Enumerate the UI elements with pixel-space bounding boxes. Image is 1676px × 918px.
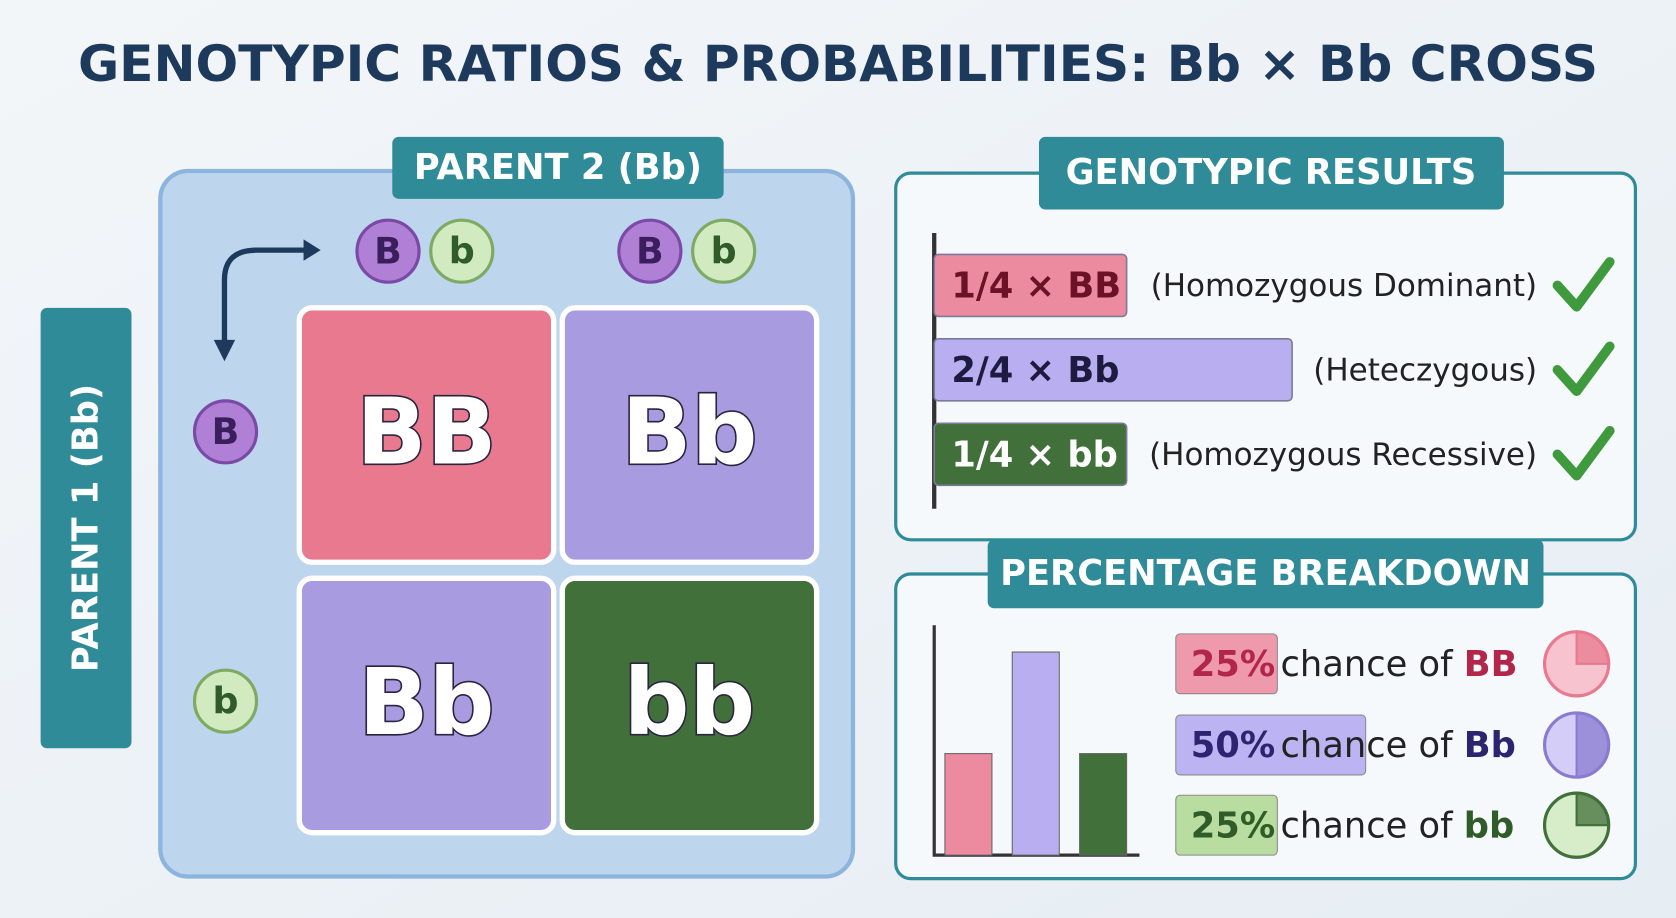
space [1453, 805, 1464, 846]
results-header [1038, 136, 1504, 210]
arrow-head [303, 239, 321, 261]
allele-circle [691, 218, 757, 284]
ratio-bar [933, 338, 1293, 402]
arrow [221, 247, 310, 355]
percent-box [1175, 794, 1278, 856]
ratio-description: (Homozygous Recessive) [1149, 437, 1537, 473]
allele-label: b [213, 679, 239, 722]
chance-text: chance of [1281, 725, 1455, 766]
parent1-label: PARENT 1 (Bb) [66, 384, 107, 672]
pie-wedge [1575, 711, 1610, 779]
chance-text: chance of [1281, 644, 1455, 685]
allele-circle [429, 218, 495, 284]
ratio-description: (Homozygous Dominant) [1151, 268, 1537, 304]
allele-circle [192, 399, 259, 465]
allele-circle [617, 218, 683, 284]
parent2-label: PARENT 2 (Bb) [414, 147, 702, 188]
punnett-cell [296, 575, 557, 836]
ratio-bar [933, 422, 1128, 487]
percent-text: chance of Bb [1281, 725, 1516, 766]
content: GENOTYPIC RATIOS & PROBABILITIES: Bb × B… [40, 34, 1638, 881]
percent-bar [1011, 651, 1060, 856]
percent-text: chance of bb [1281, 805, 1515, 846]
allele-label: B [636, 229, 664, 272]
breakdown-header [987, 539, 1544, 609]
check-mark [1552, 425, 1615, 481]
cell-genotype: Bb [359, 649, 495, 756]
percent-label: 50% [1191, 725, 1275, 766]
check-mark [1552, 341, 1615, 397]
parent2-box [392, 136, 724, 199]
percent-box [1175, 633, 1278, 695]
parent1-box [40, 307, 132, 749]
ratio-label: 1/4 × BB [951, 266, 1121, 307]
percent-box [1175, 714, 1367, 776]
genotype-text: bb [1464, 805, 1515, 846]
percent-label: 25% [1191, 805, 1275, 846]
breakdown-axis [932, 625, 1140, 857]
space [1453, 725, 1464, 766]
cell-genotype: BB [356, 379, 496, 486]
allele-label: b [449, 229, 475, 272]
percent-text: chance of BB [1281, 644, 1518, 685]
space [1453, 644, 1464, 685]
check-mark [1552, 257, 1615, 312]
title: GENOTYPIC RATIOS & PROBABILITIES: Bb × B… [78, 34, 1598, 93]
arrow-head [213, 339, 236, 362]
cell-genotype: Bb [622, 379, 758, 486]
percent-bar [944, 753, 993, 856]
results-title: GENOTYPIC RESULTS [1066, 152, 1477, 193]
breakdown-title: PERCENTAGE BREAKDOWN [1000, 553, 1531, 594]
punnett-cell [296, 305, 557, 565]
allele-label: b [711, 229, 737, 272]
genotype-text: Bb [1464, 725, 1516, 766]
pie-wedge [1575, 792, 1610, 827]
allele-label: B [212, 410, 240, 453]
allele-circle [355, 218, 421, 284]
allele-circle [192, 668, 259, 734]
ratio-description: (Heteczygous) [1313, 352, 1537, 388]
pie-wedge [1575, 630, 1610, 665]
punnett-cell [559, 305, 820, 565]
percent-bar [1079, 753, 1128, 856]
percent-label: 25% [1191, 644, 1275, 685]
punnett-cell [559, 575, 820, 836]
chance-text: chance of [1281, 805, 1455, 846]
genotype-text: BB [1464, 644, 1518, 685]
ratio-label: 1/4 × bb [951, 434, 1118, 475]
allele-label: B [374, 229, 402, 272]
cell-genotype: bb [624, 649, 756, 756]
ratio-bar [933, 253, 1128, 318]
ratio-label: 2/4 × Bb [951, 350, 1119, 391]
